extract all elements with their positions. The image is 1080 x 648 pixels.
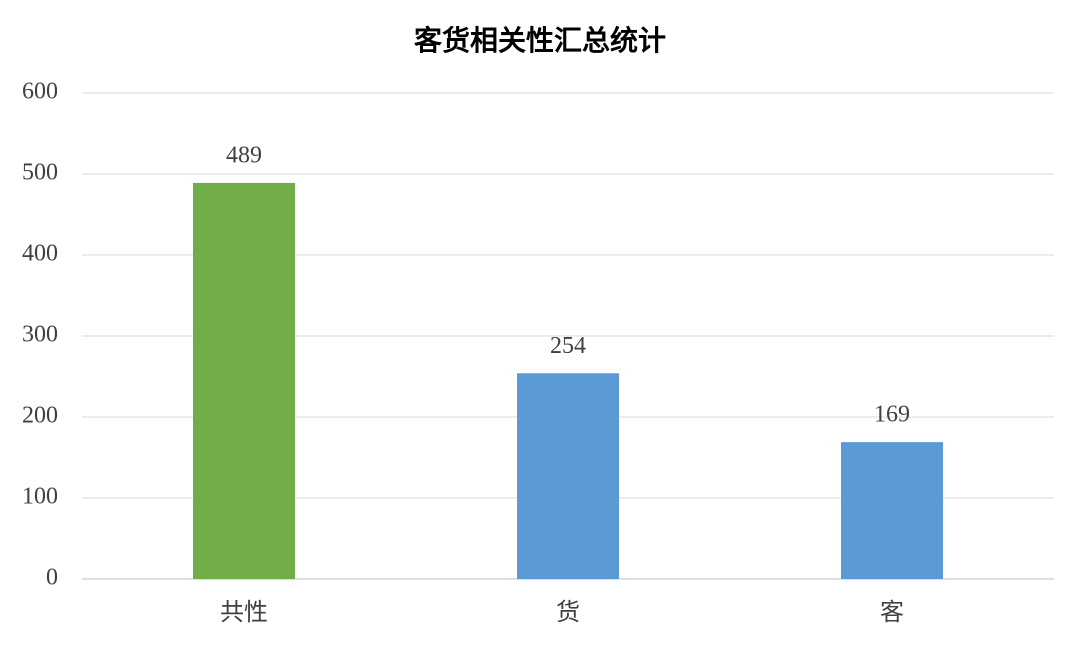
data-label: 254 bbox=[550, 333, 586, 359]
data-label: 489 bbox=[226, 142, 262, 168]
x-tick-label: 货 bbox=[556, 598, 580, 626]
y-tick-label: 400 bbox=[22, 241, 58, 267]
y-tick-label: 500 bbox=[22, 160, 58, 186]
chart-title: 客货相关性汇总统计 bbox=[414, 24, 666, 57]
y-tick-label: 0 bbox=[46, 565, 58, 591]
bar bbox=[517, 373, 619, 579]
y-tick-label: 100 bbox=[22, 484, 58, 510]
y-tick-label: 200 bbox=[22, 403, 58, 429]
x-tick-label: 客 bbox=[880, 598, 904, 626]
bar bbox=[193, 182, 295, 579]
y-tick-label: 600 bbox=[22, 79, 58, 105]
data-label: 169 bbox=[874, 402, 910, 428]
y-tick-label: 300 bbox=[22, 322, 58, 348]
x-tick-label: 共性 bbox=[220, 598, 268, 626]
bar bbox=[841, 442, 943, 579]
